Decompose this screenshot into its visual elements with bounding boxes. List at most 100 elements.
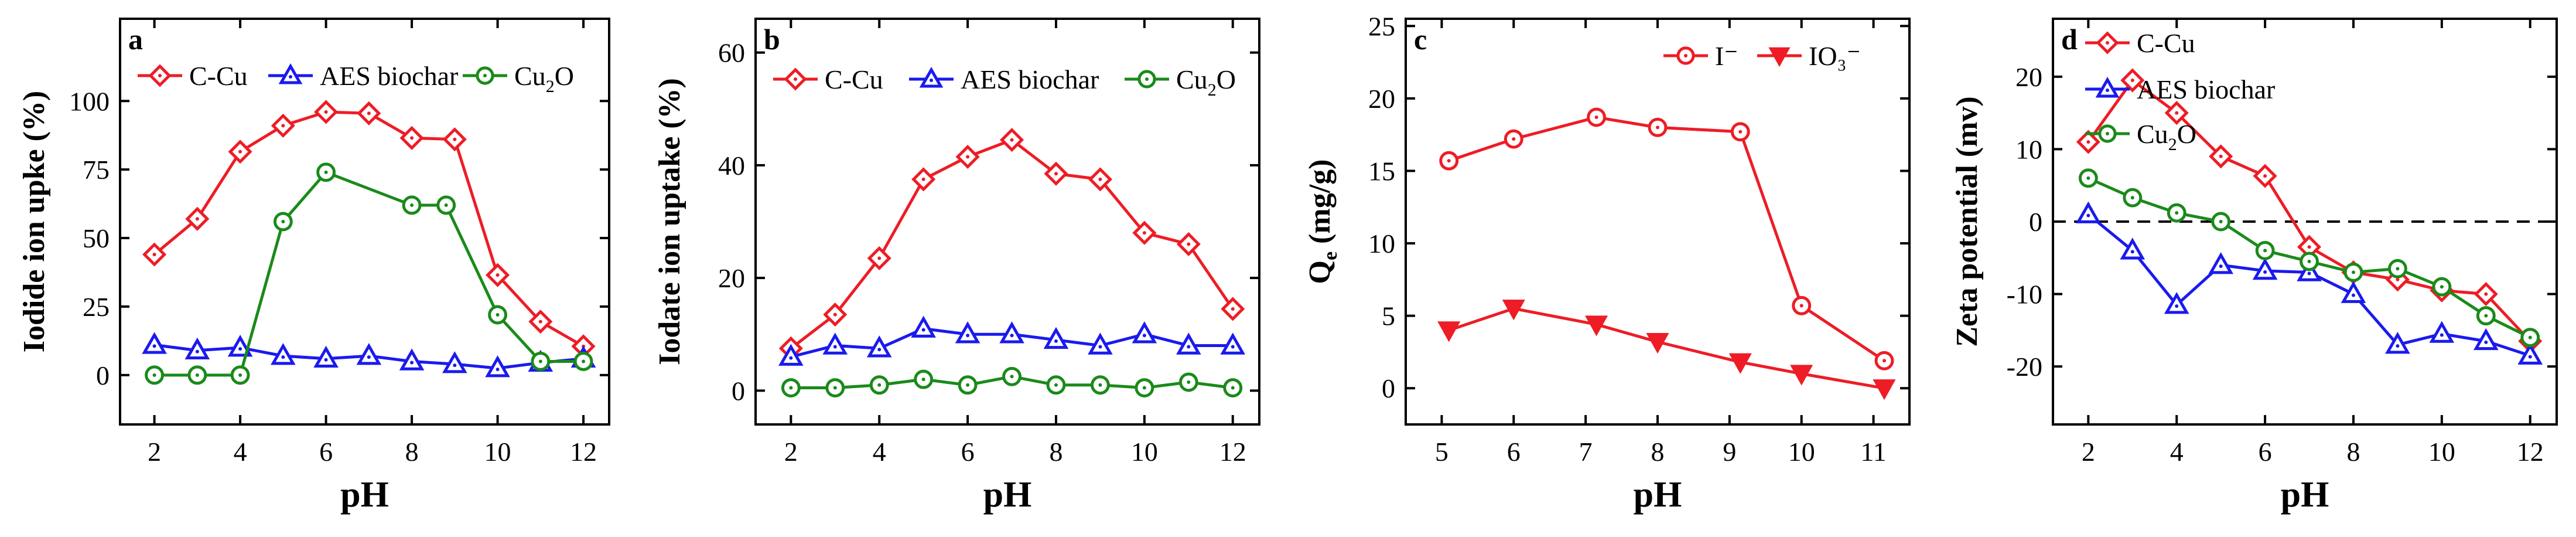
series-line — [790, 138, 1234, 350]
data-point-center — [2528, 355, 2532, 359]
legend-marker-center — [930, 79, 933, 82]
data-point-center — [2307, 245, 2311, 249]
data-point-center — [2219, 154, 2223, 158]
data-point-center — [2130, 196, 2134, 200]
data-point — [2076, 201, 2101, 223]
data-point — [911, 315, 936, 338]
data-point-center — [195, 217, 199, 221]
x-tick-label: 10 — [2428, 437, 2455, 467]
y-tick-label: 0 — [1382, 373, 1395, 403]
y-axis-title: Iodide ion upke (%) — [18, 91, 51, 352]
legend-marker-center — [794, 77, 797, 81]
panel-letter: b — [764, 23, 780, 56]
series-io- — [1437, 300, 1896, 400]
data-point-center — [2130, 250, 2134, 254]
data-point-center — [2086, 213, 2090, 217]
x-tick-label: 2 — [784, 437, 798, 467]
y-tick-label: 10 — [1368, 229, 1395, 259]
data-point-center — [152, 344, 156, 348]
data-point-center — [2175, 304, 2179, 308]
data-point — [1585, 315, 1608, 337]
data-point-center — [1054, 172, 1058, 176]
x-tick-label: 8 — [1049, 437, 1062, 467]
data-point — [999, 321, 1024, 344]
data-point — [2208, 252, 2233, 274]
data-point — [2252, 257, 2278, 280]
y-tick-label: 25 — [1368, 11, 1395, 41]
data-point-center — [2263, 174, 2267, 178]
data-point-center — [2307, 271, 2311, 276]
series-line — [1448, 115, 1885, 362]
data-point — [2385, 332, 2410, 354]
panel-a: 2 4 6 8 10 12 0 25 50 75 100 pH Iodide ion upke (%) a… — [18, 18, 610, 515]
series-cu2o — [781, 366, 1243, 397]
data-point — [1646, 333, 1669, 354]
data-point — [227, 335, 253, 357]
x-axis-title: pH — [1634, 475, 1682, 515]
data-point-center — [1010, 138, 1014, 142]
series-aes-biochar — [142, 332, 596, 378]
legend-marker-center — [2106, 41, 2109, 45]
y-tick-label: 60 — [718, 38, 745, 68]
data-point — [2429, 321, 2455, 343]
data-point-center — [1010, 375, 1014, 379]
legend-marker — [919, 66, 944, 88]
x-tick-label: 12 — [570, 437, 597, 467]
data-point — [1220, 332, 1246, 355]
data-point-center — [152, 373, 156, 377]
data-point-center — [2484, 314, 2488, 318]
data-point-center — [789, 356, 793, 360]
data-point-center — [1142, 334, 1146, 338]
x-tick-label: 6 — [1507, 437, 1521, 467]
data-point-center — [1054, 383, 1058, 387]
x-axis-title: pH — [983, 475, 1032, 515]
legend-marker — [2095, 76, 2120, 98]
y-tick-label: 0 — [96, 361, 110, 390]
y-tick-label: 100 — [69, 86, 110, 116]
data-point — [1873, 379, 1896, 400]
data-point-center — [789, 386, 793, 390]
data-point — [313, 345, 339, 368]
legend-marker-center — [1145, 77, 1149, 81]
x-tick-label: 6 — [2259, 437, 2272, 467]
series-c-cu — [142, 100, 596, 359]
x-axis-title: pH — [2281, 475, 2329, 515]
data-point-center — [2351, 270, 2355, 274]
plot-frame — [1405, 18, 1911, 426]
data-point-center — [2484, 340, 2488, 344]
data-point — [778, 344, 804, 366]
plot-frame — [754, 18, 1260, 426]
data-point-center — [1187, 242, 1191, 246]
data-point-center — [1738, 130, 1743, 134]
data-point — [2473, 328, 2499, 351]
data-point — [399, 348, 425, 371]
data-point-center — [2307, 259, 2311, 263]
data-point — [2120, 237, 2145, 260]
x-tick-label: 2 — [148, 437, 161, 467]
data-point-center — [921, 378, 925, 382]
y-tick-label: 50 — [83, 223, 110, 253]
data-point-center — [324, 170, 328, 174]
legend-label: C-Cu — [189, 61, 248, 91]
data-point-center — [2219, 264, 2223, 268]
data-point-center — [2086, 140, 2090, 144]
data-point-center — [324, 358, 328, 362]
y-axis-title: Qe (mg/g) — [1303, 159, 1341, 284]
y-tick-label: -10 — [2007, 280, 2042, 310]
data-point — [955, 321, 980, 344]
data-point-center — [2396, 344, 2400, 348]
data-point — [1502, 300, 1525, 321]
data-point-center — [2351, 293, 2355, 297]
series-cu2o — [145, 162, 593, 385]
x-tick-label: 8 — [1651, 437, 1665, 467]
data-point-center — [1054, 339, 1058, 343]
legend: C-Cu AES biochar Cu2O — [773, 64, 1236, 100]
data-point-center — [453, 363, 457, 368]
data-point — [1132, 321, 1157, 344]
data-point-center — [1098, 177, 1102, 181]
data-point-center — [1231, 386, 1235, 390]
plot-frame — [119, 18, 610, 426]
data-point-center — [195, 349, 199, 354]
data-point-center — [833, 386, 837, 390]
